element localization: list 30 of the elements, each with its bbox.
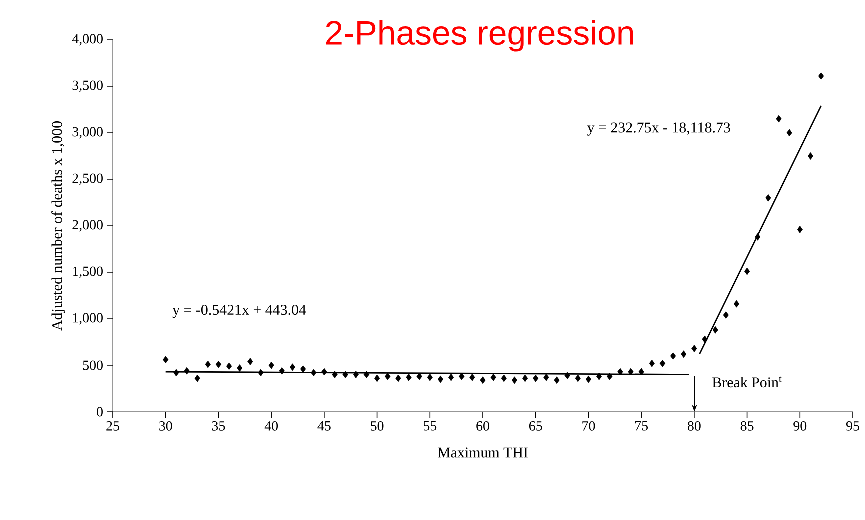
x-tick-label: 55	[424, 421, 437, 431]
x-tick-label: 60	[476, 421, 490, 431]
y-tick-label: 3,000	[72, 127, 103, 139]
x-axis-title: Maximum THI	[438, 448, 528, 458]
x-tick-label: 90	[794, 421, 807, 431]
x-tick-label: 25	[106, 421, 120, 431]
y-tick-label: 1,500	[73, 266, 103, 278]
x-tick-label: 75	[636, 421, 648, 431]
x-tick-label: 80	[688, 421, 701, 431]
x-tick-label: 85	[740, 421, 754, 431]
x-tick-label: 35	[212, 421, 226, 431]
x-tick-label: 70	[582, 421, 596, 431]
annotation: y = -0.5421x + 443.04	[172, 304, 306, 318]
chart-title: 2-Phases regression	[326, 20, 634, 52]
y-tick-label: 3,500	[72, 80, 103, 92]
x-tick-label: 95	[846, 421, 860, 431]
y-tick-label: 4,000	[72, 34, 103, 46]
x-tick-label: 40	[264, 421, 278, 431]
y-tick-label: 2,500	[72, 174, 103, 186]
y-tick-label: 2,000	[72, 220, 103, 232]
x-tick-label: 50	[371, 421, 384, 431]
x-tick-label: 45	[318, 421, 331, 431]
annotation: y = 232.75x - 18,118.73	[588, 122, 730, 136]
y-tick-label: 0	[97, 407, 103, 417]
x-tick-label: 65	[529, 421, 542, 431]
annotation: Break Poin$^{t}$	[712, 376, 782, 388]
y-tick-label: 1,000	[73, 313, 103, 325]
y-axis-title: Adjusted number of deaths x 1,000	[52, 122, 66, 331]
y-tick-label: 500	[83, 360, 103, 370]
x-tick-label: 30	[160, 421, 172, 431]
